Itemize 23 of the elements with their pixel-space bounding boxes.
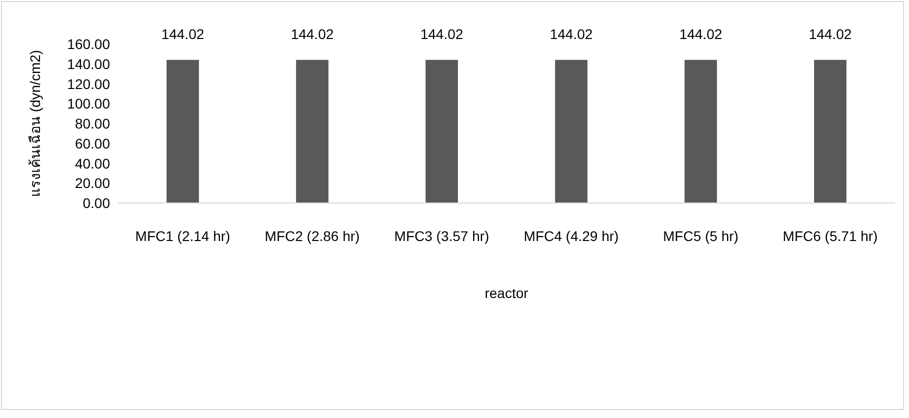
y-axis-title: แรงเค้นเฉือน (dyn/cm2)	[27, 50, 43, 198]
y-tick-label: 0.00	[82, 195, 110, 211]
x-tick-label: MFC5 (5 hr)	[663, 228, 738, 244]
y-tick-label: 160.00	[67, 36, 110, 52]
data-label: 144.02	[808, 26, 852, 42]
y-tick-label: 20.00	[74, 175, 110, 192]
data-label: 144.02	[161, 26, 204, 42]
y-tick-label: 40.00	[74, 155, 110, 172]
x-tick-label: MFC3 (3.57 hr)	[394, 228, 490, 244]
x-tick-label: MFC2 (2.86 hr)	[264, 228, 360, 244]
x-tick-label: MFC1 (2.14 hr)	[135, 228, 230, 244]
y-tick-label: 140.00	[67, 56, 110, 72]
y-tick-label: 60.00	[74, 135, 110, 152]
data-label: 144.02	[679, 26, 722, 42]
data-label: 144.02	[550, 26, 593, 42]
y-tick-label: 80.00	[74, 116, 110, 132]
x-tick-label: MFC6 (5.71 hr)	[782, 228, 878, 244]
y-tick-label: 120.00	[67, 76, 110, 92]
data-label: 144.02	[290, 26, 334, 42]
x-tick-label: MFC4 (4.29 hr)	[524, 228, 619, 244]
x-axis-title: reactor	[484, 285, 529, 301]
y-tick-label: 100.00	[67, 96, 110, 112]
data-label: 144.02	[420, 26, 464, 42]
